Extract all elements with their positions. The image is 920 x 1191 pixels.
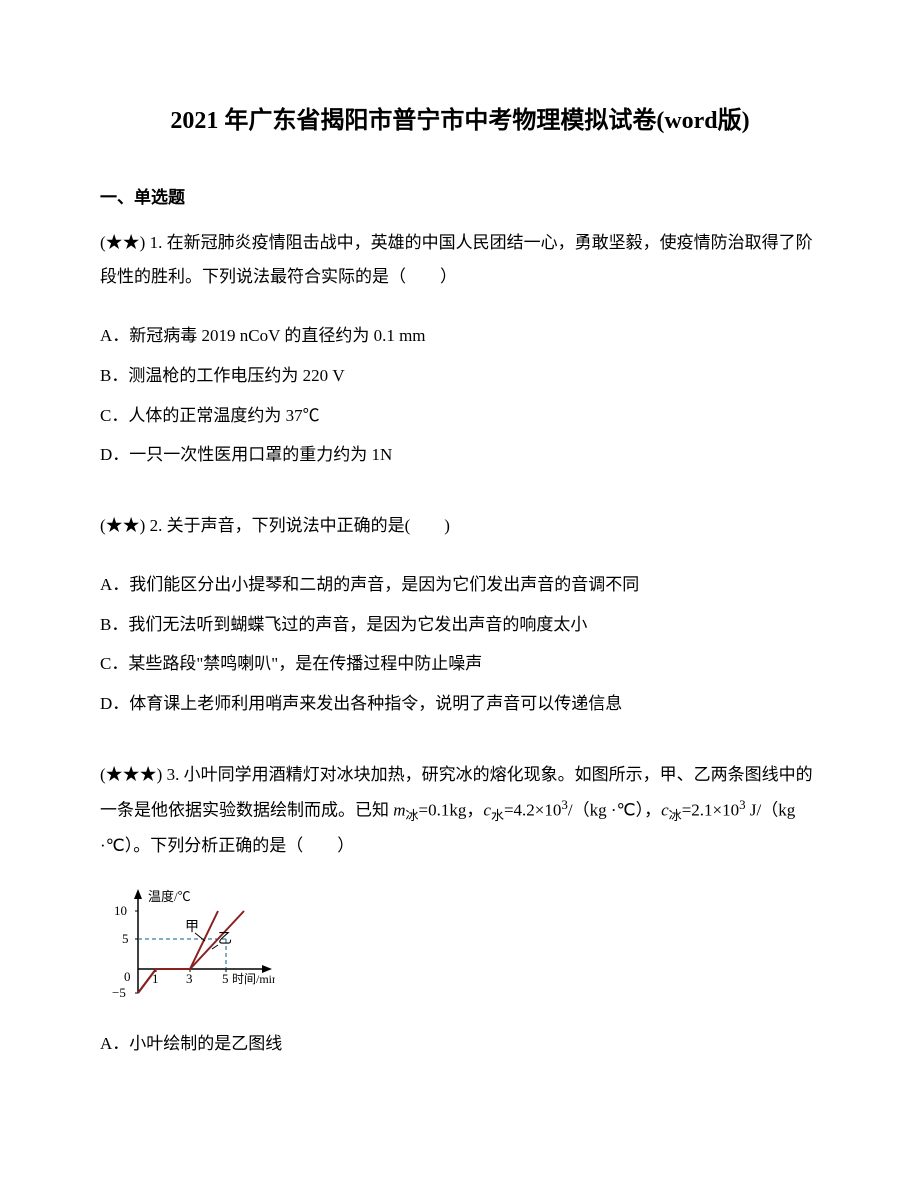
chart-line-jia-label: 甲 <box>185 920 199 935</box>
question-3: (★★★) 3. 小叶同学用酒精灯对冰块加热，研究冰的熔化现象。如图所示，甲、乙… <box>100 758 820 1062</box>
q3-cice-label: c <box>661 800 669 819</box>
q3-cwater-label: c <box>483 800 491 819</box>
q3-m-sub: 冰 <box>406 808 419 823</box>
chart-ytick-neg5: −5 <box>112 985 126 1000</box>
section-header: 一、单选题 <box>100 183 820 208</box>
q3-stem: (★★★) 3. 小叶同学用酒精灯对冰块加热，研究冰的熔化现象。如图所示，甲、乙… <box>100 758 820 863</box>
q3-cice-value: =2.1×10 <box>682 800 739 819</box>
q2-number: 2. <box>150 516 163 535</box>
chart-y-label: 温度/℃ <box>148 889 191 904</box>
q2-options: A．我们能区分出小提琴和二胡的声音，是因为它们发出声音的音调不同 B．我们无法听… <box>100 567 820 722</box>
chart-ytick-5: 5 <box>122 931 129 946</box>
q3-m-value: =0.1kg， <box>419 800 484 819</box>
q2-option-a: A．我们能区分出小提琴和二胡的声音，是因为它们发出声音的音调不同 <box>100 567 820 603</box>
chart-xtick-3: 3 <box>186 971 193 986</box>
q3-options: A．小叶绘制的是乙图线 <box>100 1026 820 1062</box>
q1-options: A．新冠病毒 2019 nCoV 的直径约为 0.1 mm B．测温枪的工作电压… <box>100 318 820 473</box>
q1-option-d: D．一只一次性医用口罩的重力约为 1N <box>100 437 820 473</box>
chart-ytick-0: 0 <box>124 969 131 984</box>
q2-option-c: C．某些路段"禁鸣喇叭"，是在传播过程中防止噪声 <box>100 646 820 682</box>
q3-m-label: m <box>393 800 405 819</box>
q2-stem: (★★) 2. 关于声音，下列说法中正确的是( ) <box>100 509 820 543</box>
q1-option-b: B．测温枪的工作电压约为 220 V <box>100 358 820 394</box>
q2-text: 关于声音，下列说法中正确的是( ) <box>167 516 450 535</box>
q1-text: 在新冠肺炎疫情阻击战中，英雄的中国人民团结一心，勇敢坚毅，使疫情防治取得了阶段性… <box>100 233 813 286</box>
page-title: 2021 年广东省揭阳市普宁市中考物理模拟试卷(word版) <box>100 100 820 143</box>
chart-line-yi-label: 乙 <box>218 931 232 947</box>
q3-cice-sub: 冰 <box>669 808 682 823</box>
q1-option-a: A．新冠病毒 2019 nCoV 的直径约为 0.1 mm <box>100 318 820 354</box>
chart-xtick-1: 1 <box>152 971 159 986</box>
q1-difficulty: (★★) <box>100 233 145 252</box>
chart-x-label: 时间/min <box>232 972 275 986</box>
q2-difficulty: (★★) <box>100 516 145 535</box>
melting-chart-svg: 温度/℃ 时间/min 10 5 0 −5 1 3 5 甲 乙 <box>100 887 275 1002</box>
q3-cwater-unit: /（kg ·℃）， <box>568 800 661 819</box>
question-1: (★★) 1. 在新冠肺炎疫情阻击战中，英雄的中国人民团结一心，勇敢坚毅，使疫情… <box>100 226 820 473</box>
q3-chart: 温度/℃ 时间/min 10 5 0 −5 1 3 5 甲 乙 <box>100 887 820 1002</box>
q1-stem: (★★) 1. 在新冠肺炎疫情阻击战中，英雄的中国人民团结一心，勇敢坚毅，使疫情… <box>100 226 820 294</box>
q3-difficulty: (★★★) <box>100 765 162 784</box>
q1-option-c: C．人体的正常温度约为 37℃ <box>100 398 820 434</box>
q2-option-b: B．我们无法听到蝴蝶飞过的声音，是因为它发出声音的响度太小 <box>100 607 820 643</box>
chart-ytick-10: 10 <box>114 903 127 918</box>
question-2: (★★) 2. 关于声音，下列说法中正确的是( ) A．我们能区分出小提琴和二胡… <box>100 509 820 722</box>
q3-option-a: A．小叶绘制的是乙图线 <box>100 1026 820 1062</box>
q3-cwater-value: =4.2×10 <box>504 800 561 819</box>
chart-xtick-5: 5 <box>222 971 229 986</box>
q3-number: 3. <box>167 765 180 784</box>
q1-number: 1. <box>150 233 163 252</box>
q3-cwater-sub: 水 <box>491 808 504 823</box>
q2-option-d: D．体育课上老师利用哨声来发出各种指令，说明了声音可以传递信息 <box>100 686 820 722</box>
